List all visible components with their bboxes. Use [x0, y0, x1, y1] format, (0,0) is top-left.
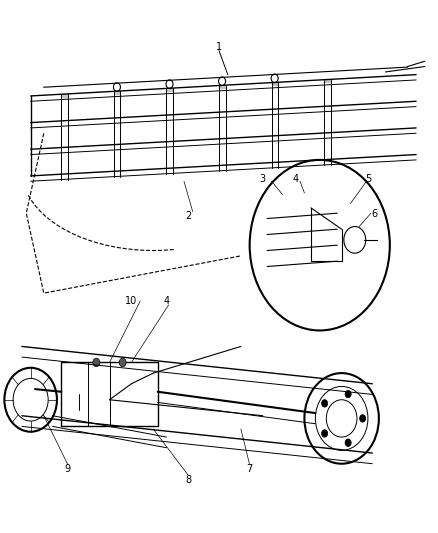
Circle shape	[360, 415, 366, 422]
Text: 6: 6	[371, 209, 378, 219]
Text: 4: 4	[293, 174, 299, 183]
Text: 1: 1	[216, 42, 222, 52]
Circle shape	[119, 358, 126, 367]
Text: 10: 10	[125, 296, 138, 306]
Text: 7: 7	[247, 464, 253, 474]
Text: 3: 3	[260, 174, 266, 183]
Circle shape	[345, 390, 351, 398]
Text: 2: 2	[185, 211, 191, 221]
Text: 9: 9	[65, 464, 71, 474]
Circle shape	[345, 439, 351, 447]
Text: 8: 8	[185, 475, 191, 484]
Circle shape	[321, 400, 328, 407]
Circle shape	[321, 430, 328, 437]
Text: 4: 4	[163, 296, 170, 306]
Text: 5: 5	[365, 174, 371, 183]
Circle shape	[93, 358, 100, 367]
